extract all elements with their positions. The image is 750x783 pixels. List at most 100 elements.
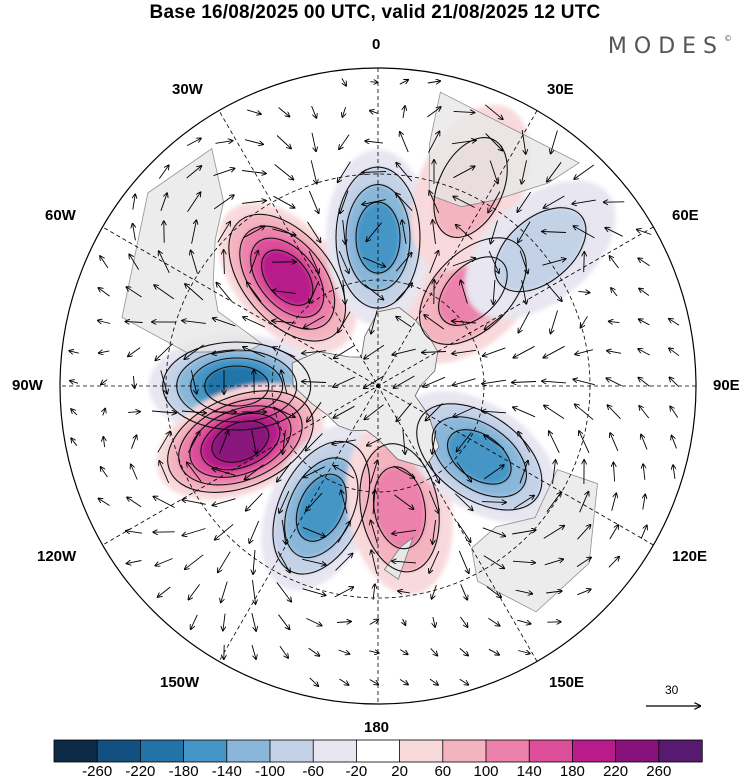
wind-vector <box>547 162 562 181</box>
wind-vector <box>184 344 204 359</box>
wind-vector <box>245 464 264 480</box>
wind-vector <box>610 433 619 452</box>
wind-vector <box>452 258 476 267</box>
contour-line <box>250 237 325 318</box>
wind-vector <box>186 166 202 179</box>
wind-vector <box>213 318 236 327</box>
wind-vector <box>302 351 326 354</box>
wind-vector <box>131 435 137 449</box>
wind-vector <box>244 139 263 145</box>
wind-vector <box>579 492 589 513</box>
wind-vector <box>643 495 645 510</box>
wind-vector <box>311 105 317 118</box>
colorbar-tick-label: 180 <box>559 763 585 780</box>
africa <box>428 91 580 208</box>
wind-vector <box>486 586 501 597</box>
wind-vector <box>488 191 501 213</box>
wind-vector <box>519 461 528 484</box>
wind-vector <box>395 253 411 272</box>
vector-reference-label: 30 <box>665 683 679 697</box>
contour-line <box>359 443 440 573</box>
wind-vector <box>188 584 200 599</box>
wind-vector <box>307 221 321 242</box>
wind-vector <box>103 437 104 448</box>
wind-vector <box>367 437 382 445</box>
wind-vector <box>458 550 468 573</box>
wind-vector <box>281 520 286 544</box>
wind-vector <box>452 349 476 353</box>
wind-vector <box>673 465 675 479</box>
wind-vector <box>429 550 440 573</box>
wind-vector <box>543 526 564 539</box>
wind-vector <box>452 140 476 145</box>
colorbar-swatch <box>53 739 98 763</box>
wind-vector <box>609 321 620 322</box>
wind-vector <box>364 344 385 359</box>
wind-vector <box>643 464 645 480</box>
wind-vector <box>342 106 345 117</box>
wind-vector <box>362 256 385 266</box>
wind-vector <box>309 677 318 686</box>
wind-vector <box>521 280 527 304</box>
wind-vector <box>513 407 536 418</box>
wind-vector <box>483 465 504 480</box>
colorbar-swatch <box>615 739 660 763</box>
brand-logo: MODES© <box>608 34 732 59</box>
wind-vector <box>488 617 499 626</box>
wind-vector <box>430 648 438 655</box>
lon-label-lower-left-2: 150W <box>160 674 200 691</box>
wind-vector <box>513 345 535 357</box>
wind-vector <box>213 469 236 476</box>
wind-vector <box>452 321 477 323</box>
wind-vector <box>392 561 417 563</box>
wind-vector <box>101 379 108 385</box>
wind-vector <box>513 496 534 509</box>
wind-vector <box>273 406 295 417</box>
wind-vector <box>276 135 291 149</box>
wind-vector <box>429 678 438 685</box>
colorbar-swatch <box>658 739 703 763</box>
wind-vector <box>302 558 325 564</box>
wind-vector <box>608 557 619 568</box>
wind-vector <box>544 405 565 419</box>
wind-vector <box>191 614 198 629</box>
lon-label-top: 0 <box>372 36 381 53</box>
wind-vector <box>575 404 594 421</box>
wind-vector <box>153 497 175 508</box>
wind-vector <box>185 284 204 301</box>
wind-vector <box>249 251 258 274</box>
contour-line <box>345 184 411 292</box>
wind-vector <box>339 678 349 685</box>
wind-vector <box>155 558 173 566</box>
wind-vector <box>253 549 255 574</box>
wind-vector <box>493 279 495 304</box>
wind-vector <box>339 134 350 149</box>
wind-vector <box>98 321 111 324</box>
wind-vector <box>273 195 295 208</box>
graticule <box>60 68 696 704</box>
contour-line <box>167 390 314 493</box>
wind-vector <box>394 494 413 509</box>
wind-vector <box>422 352 447 353</box>
wind-vector <box>249 520 260 543</box>
wind-vector <box>424 315 445 330</box>
wind-vector <box>518 221 531 243</box>
colorbar-swatch <box>139 739 185 763</box>
wind-vector <box>551 310 558 334</box>
lon-label-lower-left-1: 120W <box>37 548 77 565</box>
wind-vector <box>160 193 167 211</box>
wind-vector <box>98 288 110 297</box>
wind-vector <box>549 431 560 453</box>
wind-vector <box>151 411 176 413</box>
wind-vector <box>272 291 296 294</box>
wind-vector <box>584 252 585 273</box>
wind-vector <box>183 528 206 536</box>
wind-vector <box>243 226 265 239</box>
colorbar-tick-label: 100 <box>473 763 499 780</box>
wind-vector <box>243 317 266 328</box>
wind-vector <box>337 522 350 543</box>
australia <box>471 469 598 613</box>
colorbar-swatch <box>442 739 487 763</box>
wind-vector <box>457 521 470 542</box>
wind-vector <box>460 584 468 599</box>
